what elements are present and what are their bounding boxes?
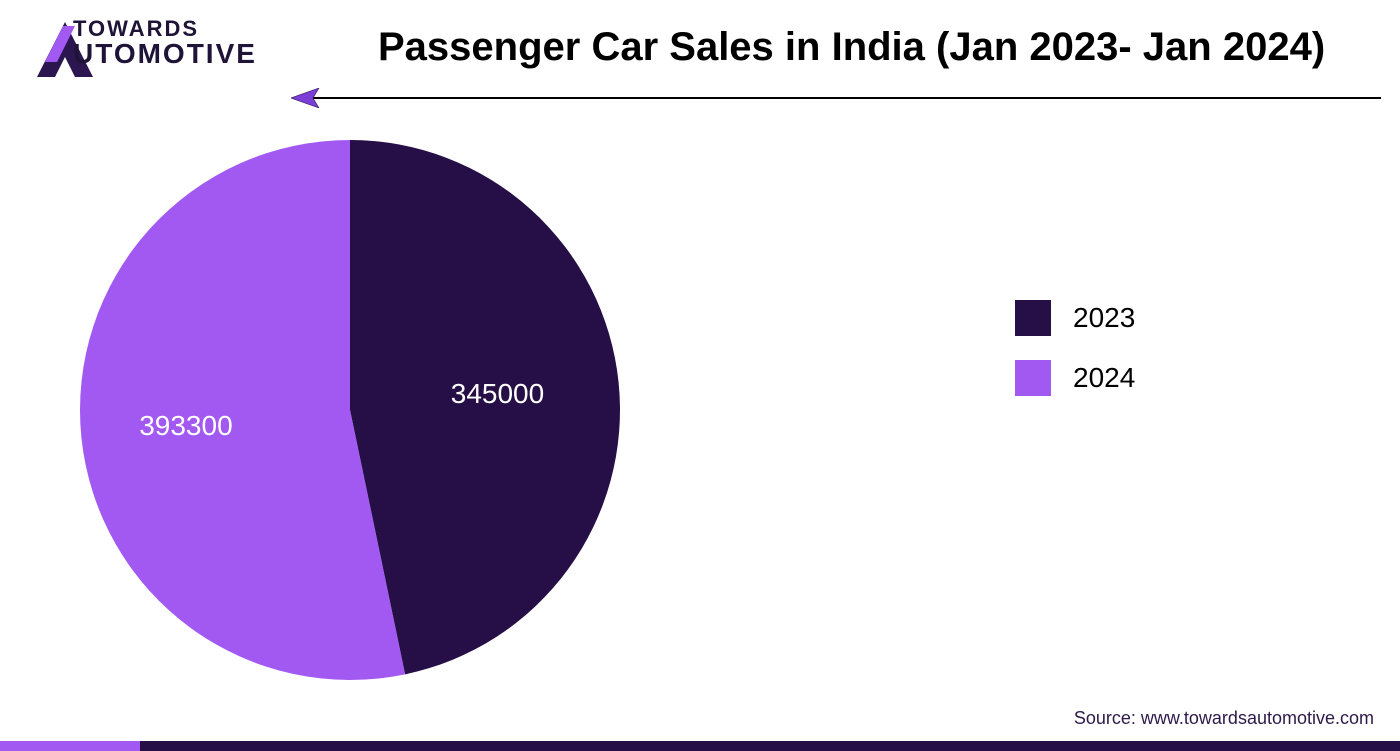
slice-label-2024: 393300 (139, 410, 232, 442)
logo-line-1: TOWARDS (73, 18, 257, 40)
chart-title: Passenger Car Sales in India (Jan 2023- … (378, 25, 1325, 70)
legend-swatch-2023 (1015, 300, 1051, 336)
legend: 2023 2024 (1015, 300, 1135, 420)
arrow-head-icon (291, 88, 321, 108)
legend-label-2023: 2023 (1073, 302, 1135, 334)
pie-chart: 345000 393300 (70, 130, 630, 690)
source-text: Source: www.towardsautomotive.com (1074, 708, 1374, 729)
bottom-bar-seg2 (140, 741, 1400, 751)
brand-logo: TOWARDS AUTOMOTIVE (35, 18, 257, 68)
legend-swatch-2024 (1015, 360, 1051, 396)
legend-label-2024: 2024 (1073, 362, 1135, 394)
title-arrow (291, 88, 1381, 108)
logo-line-2: AUTOMOTIVE (35, 40, 257, 68)
bottom-accent-bar (0, 741, 1400, 751)
legend-item-2023: 2023 (1015, 300, 1135, 336)
bottom-bar-seg1 (0, 741, 140, 751)
slice-label-2023: 345000 (451, 378, 544, 410)
legend-item-2024: 2024 (1015, 360, 1135, 396)
arrow-line (313, 97, 1381, 99)
